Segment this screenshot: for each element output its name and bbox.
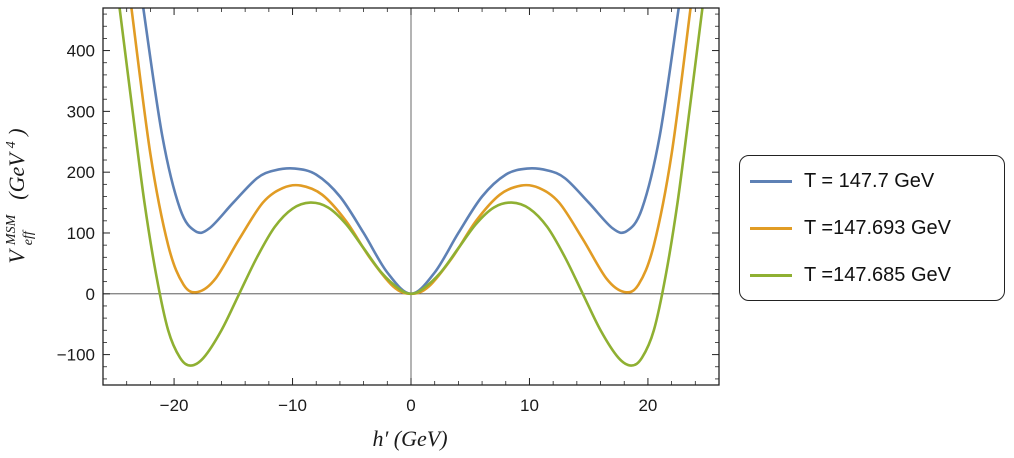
plot-frame <box>102 7 720 386</box>
y-tick-label: 200 <box>67 163 95 182</box>
y-label-main: V <box>4 248 29 264</box>
y-label-units-open: (GeV <box>4 151 29 200</box>
legend-item-series-2: T =147.693 GeV <box>740 213 1004 243</box>
series-line-3 <box>118 8 704 367</box>
legend-swatch-series-1 <box>750 179 792 183</box>
y-tick-label: 0 <box>86 285 95 304</box>
y-label-units-power: 4 <box>4 141 19 148</box>
y-label-sub: eff <box>21 229 36 245</box>
legend-item-series-3: T =147.685 GeV <box>740 260 1004 290</box>
x-tick-label: 10 <box>520 396 539 415</box>
y-tick-label: 300 <box>67 102 95 121</box>
legend-swatch-series-3 <box>750 273 792 277</box>
legend-label-series-2: T =147.693 GeV <box>804 216 951 239</box>
y-tick-label: 100 <box>67 224 95 243</box>
series-layer <box>118 8 704 367</box>
legend-label-series-3: T =147.685 GeV <box>804 263 951 286</box>
legend-label-series-1: T = 147.7 GeV <box>804 169 935 192</box>
legend-swatch-series-2 <box>750 226 792 230</box>
y-axis-label: V MSM eff (GeV 4 ) <box>0 128 37 263</box>
legend: T = 147.7 GeV T =147.693 GeV T =147.685 … <box>739 155 1005 301</box>
x-tick-label: 20 <box>638 396 657 415</box>
x-tick-label: 0 <box>406 396 415 415</box>
y-label-sup: MSM <box>4 213 19 246</box>
y-tick-label: −100 <box>57 346 95 365</box>
y-tick-label: 400 <box>67 42 95 61</box>
x-axis-label: h′ (GeV) <box>372 426 447 451</box>
x-tick-label: −20 <box>160 396 189 415</box>
x-tick-label: −10 <box>278 396 307 415</box>
y-label-units-close: ) <box>4 128 29 137</box>
legend-item-series-1: T = 147.7 GeV <box>740 166 1004 196</box>
